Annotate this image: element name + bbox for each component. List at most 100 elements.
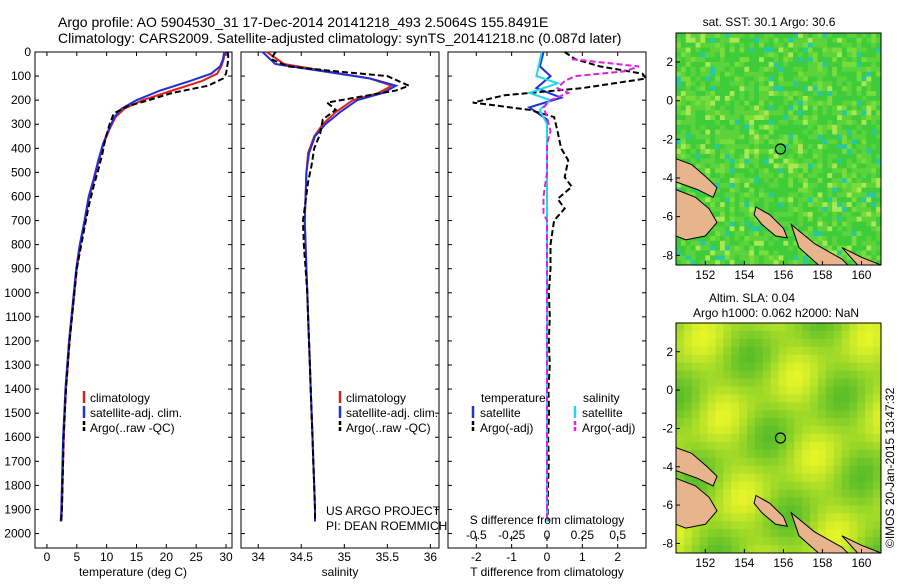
heatmap-cell — [762, 418, 772, 427]
heatmap-cell — [773, 52, 779, 58]
heatmap-cell — [876, 236, 882, 242]
heatmap-cell — [778, 211, 784, 218]
heatmap-cell — [876, 110, 882, 116]
heatmap-cell — [856, 221, 862, 227]
heatmap-cell — [793, 153, 799, 160]
heatmap-cell — [798, 105, 804, 111]
heatmap-cell — [715, 354, 724, 364]
heatmap-cell — [822, 37, 828, 44]
heatmap-cell — [754, 91, 760, 97]
heatmap-cell — [680, 250, 687, 256]
heatmap-cell — [680, 240, 687, 247]
heatmap-cell — [754, 521, 764, 530]
heatmap-cell — [837, 33, 843, 39]
heatmap-cell — [798, 182, 804, 189]
heatmap-cell — [841, 457, 850, 467]
heatmap-cell — [841, 192, 848, 198]
heatmap-cell — [807, 153, 814, 160]
heatmap-cell — [793, 52, 799, 58]
heatmap-cell — [851, 52, 857, 58]
heatmap-cell — [685, 115, 692, 121]
heatmap-cell — [871, 187, 877, 193]
heatmap-cell — [857, 426, 866, 435]
heatmap-cell — [715, 168, 721, 174]
heatmap-cell — [851, 221, 857, 227]
heatmap-cell — [793, 207, 799, 213]
heatmap-cell — [778, 149, 784, 155]
heatmap-cell — [786, 402, 795, 411]
heatmap-cell — [786, 370, 795, 379]
heatmap-cell — [729, 37, 735, 44]
heatmap-cell — [723, 426, 732, 435]
heatmap-cell — [793, 139, 799, 145]
heatmap-cell — [865, 537, 874, 546]
heatmap-cell — [754, 221, 760, 227]
heatmap-cell — [715, 47, 721, 53]
heatmap-cell — [876, 231, 882, 237]
heatmap-cell — [739, 323, 748, 332]
heatmap-cell — [724, 124, 731, 131]
heatmap-cell — [832, 173, 838, 179]
temperature-series — [59, 51, 230, 522]
heatmap-cell — [849, 338, 858, 348]
heatmap-cell — [724, 236, 731, 242]
heatmap-cell — [851, 57, 857, 63]
heatmap-cell — [749, 129, 755, 135]
heatmap-cell — [768, 192, 775, 198]
heatmap-cell — [837, 37, 843, 44]
heatmap-cell — [856, 124, 862, 131]
heatmap-cell — [871, 221, 877, 227]
heatmap-cell — [763, 33, 770, 39]
heatmap-cell — [817, 521, 827, 530]
heatmap-cell — [812, 158, 818, 164]
heatmap-cell — [783, 207, 789, 213]
heatmap-cell — [783, 221, 789, 227]
heatmap-cell — [871, 129, 877, 135]
heatmap-cell — [705, 81, 711, 87]
heatmap-cell — [768, 211, 775, 218]
heatmap-cell — [841, 202, 848, 208]
heatmap-cell — [734, 144, 740, 150]
heatmap-cell — [822, 86, 828, 92]
heatmap-cell — [807, 37, 814, 44]
heatmap-cell — [788, 33, 794, 39]
heatmap-cell — [861, 105, 867, 111]
heatmap-cell — [758, 173, 765, 179]
heatmap-cell — [837, 91, 843, 97]
heatmap-cell — [734, 178, 740, 184]
heatmap-cell — [754, 52, 760, 58]
heatmap-cell — [876, 91, 882, 97]
heatmap-cell — [798, 163, 804, 169]
heatmap-cell — [723, 394, 732, 403]
heatmap-cell — [719, 240, 726, 247]
heatmap-cell — [837, 231, 843, 237]
heatmap-cell — [778, 410, 787, 419]
heatmap-cell — [873, 410, 882, 419]
heatmap-cell — [699, 386, 708, 395]
heatmap-cell — [695, 76, 701, 82]
heatmap-cell — [724, 173, 731, 179]
heatmap-cell — [866, 33, 872, 39]
heatmap-cell — [810, 338, 819, 348]
legend-label-s-satellite: satellite — [582, 406, 623, 420]
y-tick-label: 900 — [11, 262, 31, 276]
depth-axis: 0100200300400500600700800900100011001200… — [4, 45, 232, 541]
heatmap-cell — [749, 91, 755, 97]
heatmap-cell — [786, 489, 795, 498]
heatmap-cell — [846, 216, 853, 222]
heatmap-cell — [719, 37, 726, 44]
heatmap-cell — [825, 529, 835, 538]
heatmap-cell — [851, 231, 857, 237]
heatmap-cell — [710, 173, 716, 179]
heatmap-cell — [758, 153, 765, 160]
heatmap-cell — [754, 323, 764, 332]
pi-label: PI: DEAN ROEMMICH — [326, 519, 447, 533]
heatmap-cell — [812, 192, 818, 198]
heatmap-cell — [762, 473, 772, 483]
heatmap-cell — [746, 441, 756, 451]
heatmap-cell — [763, 163, 770, 169]
heatmap-cell — [807, 192, 814, 198]
heatmap-cell — [846, 240, 853, 247]
heatmap-cell — [798, 221, 804, 227]
heatmap-cell — [773, 62, 779, 68]
